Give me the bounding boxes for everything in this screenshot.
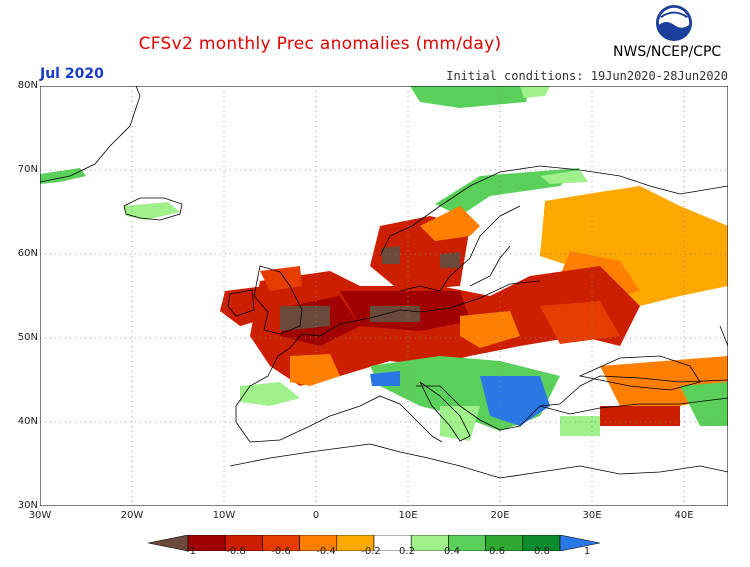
lat-label-60n: 60N <box>17 248 38 259</box>
lat-label-80n: 80N <box>17 80 38 91</box>
legend-label-4: -0.2 <box>361 546 381 557</box>
legend-colorbar <box>148 535 600 551</box>
lat-label-40n: 40N <box>17 416 38 427</box>
lon-label-20e: 20E <box>490 510 510 521</box>
legend-label-8: 0.8 <box>534 546 550 557</box>
lon-label-20w: 20W <box>120 510 144 521</box>
legend-label-0: -1 <box>186 546 196 557</box>
initial-conditions: Initial conditions: 19Jun2020-28Jun2020 <box>446 69 728 83</box>
coastlines <box>40 86 728 479</box>
map-title: CFSv2 monthly Prec anomalies (mm/day) <box>138 34 502 54</box>
lon-label-10e: 10E <box>398 510 418 521</box>
lon-label-40e: 40E <box>674 510 694 521</box>
legend-label-7: 0.6 <box>489 546 505 557</box>
legend-swatch-11 <box>559 535 600 551</box>
legend-label-2: -0.6 <box>271 546 291 557</box>
lon-label-30e: 30E <box>582 510 602 521</box>
precip-anomaly-map <box>40 86 728 506</box>
lon-label-0: 0 <box>312 510 320 521</box>
legend-label-9: 1 <box>583 546 591 557</box>
forecast-month: Jul 2020 <box>40 66 104 82</box>
legend-label-3: -0.4 <box>316 546 336 557</box>
lon-label-30w: 30W <box>28 510 52 521</box>
lat-label-70n: 70N <box>17 164 38 175</box>
lat-label-50n: 50N <box>17 332 38 343</box>
noaa-logo-icon <box>655 4 693 42</box>
lat-lon-grid <box>40 86 728 506</box>
lat-label-30n: 30N <box>17 500 38 511</box>
lon-label-10w: 10W <box>212 510 236 521</box>
anomaly-fields <box>40 86 728 441</box>
legend-label-6: 0.4 <box>444 546 460 557</box>
legend-label-1: -0.8 <box>226 546 246 557</box>
agency-label: NWS/NCEP/CPC <box>613 44 722 60</box>
legend-label-5: 0.2 <box>399 546 415 557</box>
